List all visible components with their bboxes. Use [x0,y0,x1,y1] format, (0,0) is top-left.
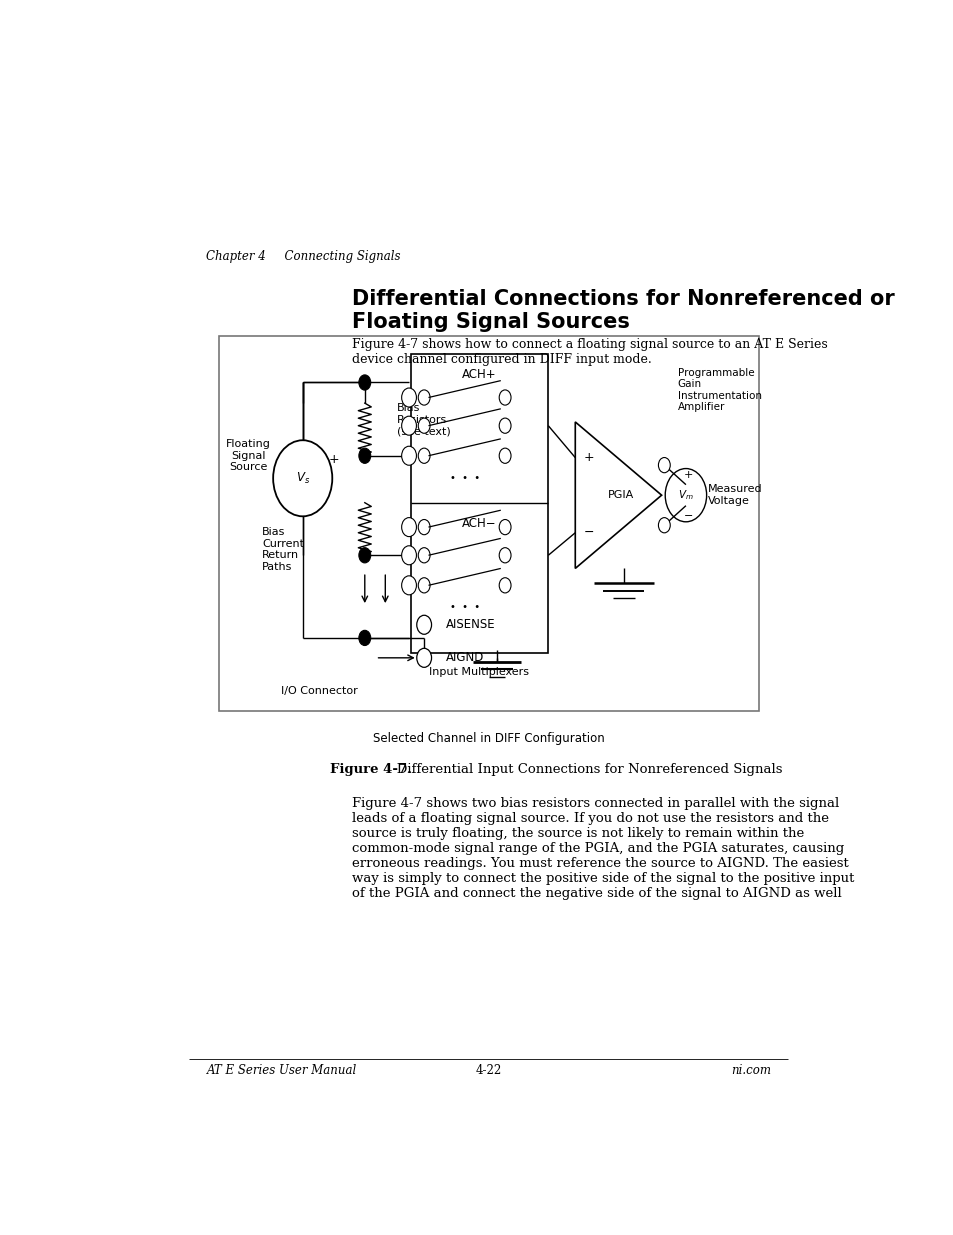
Text: Programmable
Gain
Instrumentation
Amplifier: Programmable Gain Instrumentation Amplif… [678,368,761,412]
Text: Differential Connections for Nonreferenced or
Floating Signal Sources: Differential Connections for Nonreferenc… [352,289,894,332]
Circle shape [664,468,706,522]
Circle shape [416,648,431,667]
Text: Figure 4-7.: Figure 4-7. [330,763,412,777]
Circle shape [401,546,416,564]
Text: V$_s$: V$_s$ [295,471,310,485]
Circle shape [401,517,416,537]
Text: PGIA: PGIA [607,490,634,500]
Text: Chapter 4     Connecting Signals: Chapter 4 Connecting Signals [206,249,400,263]
Text: Figure 4-7 shows two bias resistors connected in parallel with the signal
leads : Figure 4-7 shows two bias resistors conn… [352,797,854,900]
Circle shape [401,416,416,435]
Polygon shape [575,422,661,568]
Circle shape [401,576,416,595]
Circle shape [401,446,416,466]
Circle shape [417,390,430,405]
Circle shape [658,517,670,532]
Circle shape [498,520,511,535]
Text: +: + [583,451,594,464]
Text: Selected Channel in DIFF Configuration: Selected Channel in DIFF Configuration [373,732,604,745]
Circle shape [358,448,371,463]
Circle shape [498,547,511,563]
Text: Measured
Voltage: Measured Voltage [707,484,761,506]
Text: AT E Series User Manual: AT E Series User Manual [206,1065,356,1077]
Text: AIGND: AIGND [445,651,483,664]
Text: •  •  •: • • • [449,601,479,611]
Text: 4-22: 4-22 [476,1065,501,1077]
Text: +: + [683,469,693,479]
Text: ni.com: ni.com [731,1065,771,1077]
Text: ACH−: ACH− [461,517,497,530]
Circle shape [358,547,371,563]
Text: Bias
Current
Return
Paths: Bias Current Return Paths [262,527,304,572]
Circle shape [358,375,371,390]
Bar [219,336,758,711]
Circle shape [658,457,670,473]
Circle shape [498,390,511,405]
Circle shape [417,448,430,463]
Text: •  •  •: • • • [449,473,479,483]
Text: −: − [683,511,693,521]
Text: V$_m$: V$_m$ [678,488,693,503]
Text: I/O Connector: I/O Connector [280,685,357,695]
Circle shape [417,578,430,593]
Circle shape [416,615,431,635]
Circle shape [498,578,511,593]
Text: Differential Input Connections for Nonreferenced Signals: Differential Input Connections for Nonre… [383,763,781,777]
Circle shape [358,630,371,646]
Circle shape [498,419,511,433]
Text: +: + [329,453,339,466]
Circle shape [417,547,430,563]
Text: Figure 4-7 shows how to connect a floating signal source to an AT E Series
devic: Figure 4-7 shows how to connect a floati… [352,338,827,367]
Circle shape [401,388,416,408]
Circle shape [417,419,430,433]
Circle shape [273,440,332,516]
Bar [410,354,548,653]
Text: ACH+: ACH+ [461,368,497,382]
Text: AISENSE: AISENSE [445,619,495,631]
Text: Bias
Resistors
(see text): Bias Resistors (see text) [396,404,451,437]
Text: Input Multiplexers: Input Multiplexers [429,667,529,677]
Circle shape [417,520,430,535]
Text: −: − [583,526,594,540]
Circle shape [498,448,511,463]
Text: Floating
Signal
Source: Floating Signal Source [226,440,271,472]
